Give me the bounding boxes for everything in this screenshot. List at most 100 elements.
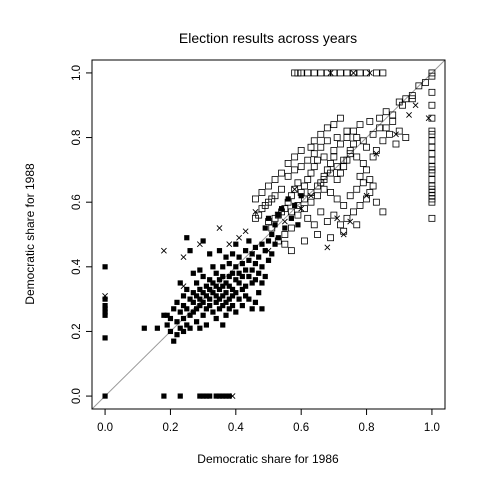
x-tick-label: 0.8 [359, 422, 375, 434]
y-axis-label: Democratic share for 1988 [23, 163, 37, 305]
point-filled-square [220, 274, 225, 279]
point-filled-square [194, 319, 199, 324]
x-tick-label: 0.2 [162, 422, 178, 434]
x-axis-label: Democratic share for 1986 [197, 452, 339, 466]
point-filled-square [220, 264, 225, 269]
point-filled-square [230, 271, 235, 276]
point-filled-square [243, 267, 248, 272]
point-filled-square [253, 261, 258, 266]
point-filled-square [233, 290, 238, 295]
x-tick-label: 0.6 [293, 422, 309, 434]
point-filled-square [197, 326, 202, 331]
point-filled-square [263, 225, 268, 230]
point-filled-square [220, 322, 225, 327]
point-filled-square [246, 258, 251, 263]
point-filled-square [187, 248, 192, 253]
point-filled-square [230, 303, 235, 308]
y-tick-label: 0.6 [71, 194, 83, 210]
point-filled-square [266, 258, 271, 263]
point-filled-square [207, 303, 212, 308]
x-tick-label: 0.0 [97, 422, 113, 434]
point-filled-square [243, 248, 248, 253]
point-filled-square [102, 335, 107, 340]
point-filled-square [168, 329, 173, 334]
point-filled-square [204, 322, 209, 327]
point-filled-square [181, 329, 186, 334]
point-filled-square [184, 306, 189, 311]
point-filled-square [181, 316, 186, 321]
point-filled-square [289, 216, 294, 221]
point-filled-square [246, 274, 251, 279]
point-filled-square [181, 293, 186, 298]
y-tick-label: 0.2 [71, 323, 83, 339]
point-filled-square [207, 297, 212, 302]
point-filled-square [253, 277, 258, 282]
point-filled-square [256, 255, 261, 260]
y-tick-label: 0.4 [71, 258, 83, 275]
point-filled-square [174, 332, 179, 337]
point-filled-square [155, 326, 160, 331]
point-filled-square [233, 242, 238, 247]
point-filled-square [191, 271, 196, 276]
point-filled-square [266, 238, 271, 243]
point-filled-square [223, 255, 228, 260]
point-filled-square [210, 264, 215, 269]
point-filled-square [207, 251, 212, 256]
point-filled-square [178, 309, 183, 314]
point-filled-square [168, 316, 173, 321]
point-filled-square [102, 264, 107, 269]
point-filled-square [253, 245, 258, 250]
point-filled-square [236, 297, 241, 302]
point-filled-square [165, 322, 170, 327]
point-filled-square [210, 309, 215, 314]
point-filled-square [201, 313, 206, 318]
point-filled-square [191, 300, 196, 305]
point-filled-square [171, 306, 176, 311]
point-filled-square [243, 284, 248, 289]
x-tick-label: 1.0 [424, 422, 440, 434]
point-filled-square [207, 393, 212, 398]
point-filled-square [197, 267, 202, 272]
point-filled-square [236, 280, 241, 285]
point-filled-square [269, 232, 274, 237]
point-filled-square [240, 274, 245, 279]
y-tick-label: 0.8 [71, 130, 83, 146]
y-tick-label: 1.0 [71, 65, 83, 81]
x-tick-label: 0.4 [228, 422, 245, 434]
point-filled-square [214, 316, 219, 321]
point-filled-square [259, 306, 264, 311]
point-filled-square [240, 261, 245, 266]
point-filled-square [187, 326, 192, 331]
y-tick-label: 0.0 [71, 388, 83, 404]
point-filled-square [142, 326, 147, 331]
point-filled-square [102, 313, 107, 318]
point-filled-square [174, 300, 179, 305]
point-filled-square [178, 393, 183, 398]
point-filled-square [230, 251, 235, 256]
point-filled-square [250, 267, 255, 272]
point-filled-square [223, 313, 228, 318]
point-filled-square [256, 271, 261, 276]
point-filled-square [263, 274, 268, 279]
point-filled-square [194, 280, 199, 285]
point-filled-square [282, 225, 287, 230]
point-filled-square [256, 290, 261, 295]
point-filled-square [240, 303, 245, 308]
point-filled-square [227, 261, 232, 266]
point-filled-square [201, 300, 206, 305]
point-filled-square [217, 248, 222, 253]
point-filled-square [174, 319, 179, 324]
point-filled-square [201, 274, 206, 279]
chart-title: Election results across years [179, 30, 357, 46]
point-filled-square [246, 297, 251, 302]
point-filled-square [250, 306, 255, 311]
point-filled-square [236, 255, 241, 260]
point-filled-square [295, 222, 300, 227]
point-filled-square [102, 393, 107, 398]
point-filled-square [223, 290, 228, 295]
point-filled-square [259, 242, 264, 247]
point-filled-square [246, 238, 251, 243]
point-filled-square [233, 309, 238, 314]
